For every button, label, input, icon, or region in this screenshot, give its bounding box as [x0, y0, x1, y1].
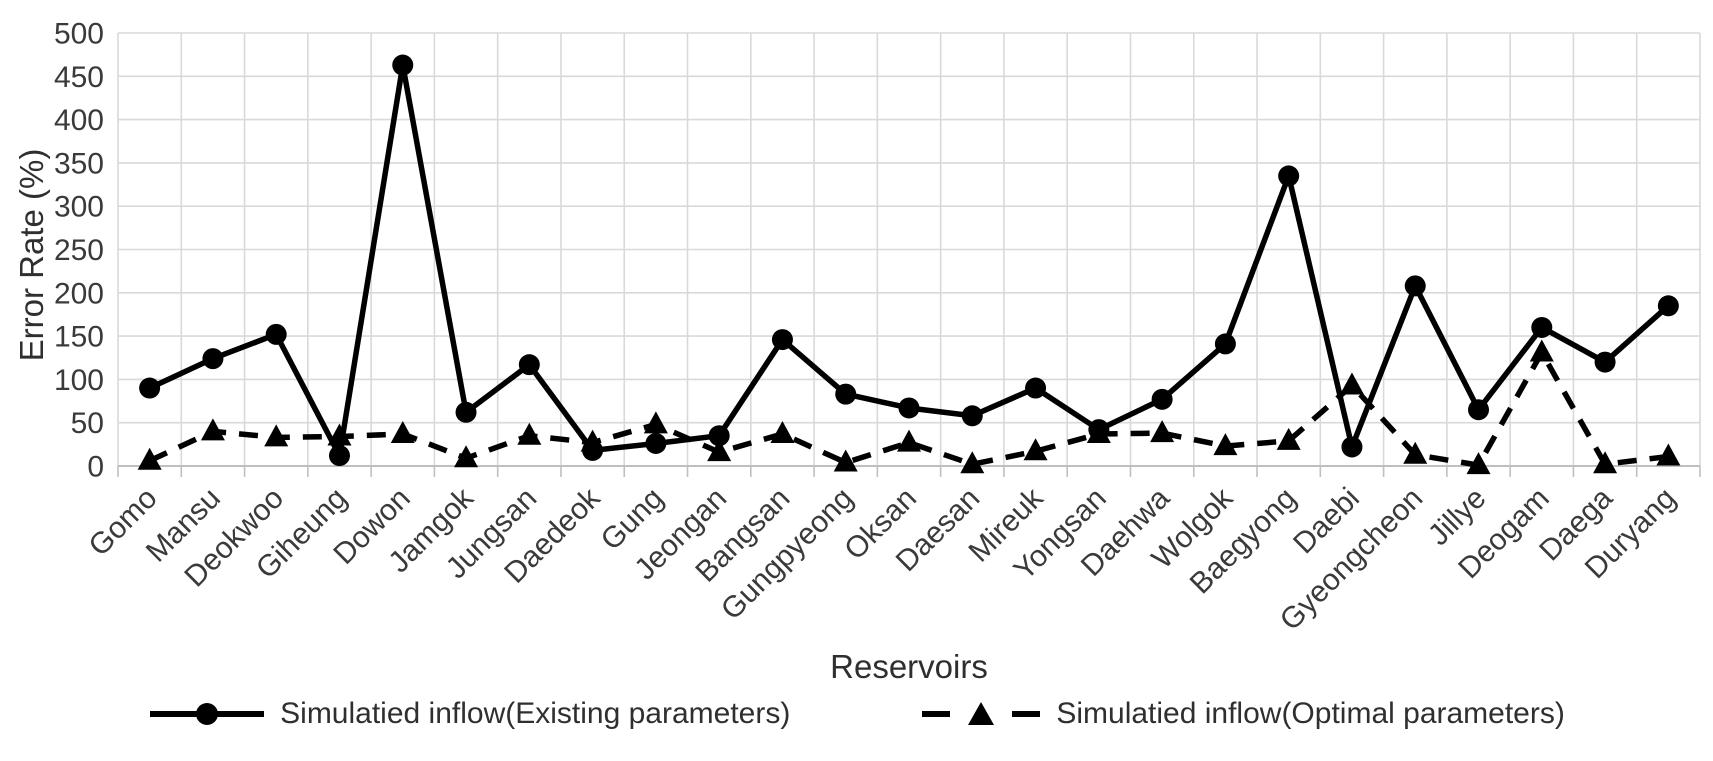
x-axis-title: Reservoirs: [830, 648, 988, 685]
series-0-point: [455, 401, 477, 423]
series-1-point: [643, 411, 668, 434]
y-tick-label: 450: [54, 61, 104, 94]
series-0-point: [1594, 351, 1616, 373]
y-tick-label: 200: [54, 277, 104, 310]
series-1-point: [833, 449, 858, 472]
series-1-point: [960, 451, 985, 474]
legend-label-optimal: Simulatied inflow(Optimal parameters): [1056, 697, 1565, 730]
solid-line-circle-marker-icon: [150, 703, 265, 725]
series-0-point: [1657, 295, 1679, 317]
series-1-point: [1403, 441, 1428, 464]
y-tick-label: 0: [87, 451, 104, 484]
y-axis-title: Error Rate (%): [13, 148, 50, 362]
series-0-point: [139, 377, 161, 399]
y-tick-label: 350: [54, 147, 104, 180]
series-0-point: [898, 397, 920, 419]
legend-label-existing: Simulatied inflow(Existing parameters): [280, 697, 791, 730]
dashed-line-triangle-marker-icon: [922, 702, 1041, 725]
series-0-point: [1278, 165, 1300, 187]
series-1-point: [137, 447, 162, 470]
y-tick-label: 50: [71, 407, 104, 440]
legend: Simulatied inflow(Existing parameters) S…: [0, 688, 1713, 740]
series-1-point: [1023, 438, 1048, 461]
y-tick-label: 300: [54, 191, 104, 224]
y-tick-label: 250: [54, 234, 104, 267]
series-1-point: [580, 429, 605, 452]
series-1-point: [517, 422, 542, 445]
series-0-point: [708, 425, 730, 447]
legend-item-optimal: Simulatied inflow(Optimal parameters): [920, 697, 1565, 731]
series-0-point: [961, 405, 983, 427]
series-1-point: [390, 420, 415, 443]
series-0-point: [1341, 436, 1363, 458]
series-1-point: [1339, 372, 1364, 395]
series-0-point: [392, 54, 414, 76]
series-0-point: [518, 354, 540, 376]
series-1-point: [1086, 420, 1111, 443]
series-1-point: [1593, 451, 1618, 474]
series-1-point: [770, 420, 795, 443]
series-0-point: [835, 383, 857, 405]
y-tick-label: 500: [54, 18, 104, 51]
y-tick-label: 400: [54, 104, 104, 137]
series-1-point: [1213, 433, 1238, 456]
series-1-point: [1529, 339, 1554, 362]
series-0-point: [202, 348, 224, 370]
series-0-point: [771, 329, 793, 351]
y-tick-label: 150: [54, 321, 104, 354]
series-0-point: [265, 323, 287, 345]
series-1-point: [1150, 420, 1175, 443]
series-1-point: [1276, 427, 1301, 450]
series-0-point: [1531, 316, 1553, 338]
series-0-point: [1468, 399, 1490, 421]
series-1-point: [707, 439, 732, 462]
series-0-point: [645, 432, 667, 454]
series-line-0: [148, 62, 1671, 459]
series-1-point: [1466, 452, 1491, 475]
series-0-point: [328, 445, 350, 467]
series-1-point: [454, 445, 479, 468]
series-1-point: [200, 418, 225, 441]
legend-item-existing: Simulatied inflow(Existing parameters): [148, 697, 790, 731]
series-0-point: [1214, 333, 1236, 355]
series-1-point: [327, 423, 352, 446]
series-0-point: [1404, 275, 1426, 297]
series-1-point: [897, 429, 921, 452]
series-0-point: [1025, 377, 1047, 399]
y-tick-label: 100: [54, 364, 104, 397]
series-0-point: [1151, 388, 1173, 410]
series-1-point: [264, 424, 289, 447]
series-1-point: [1656, 443, 1681, 466]
